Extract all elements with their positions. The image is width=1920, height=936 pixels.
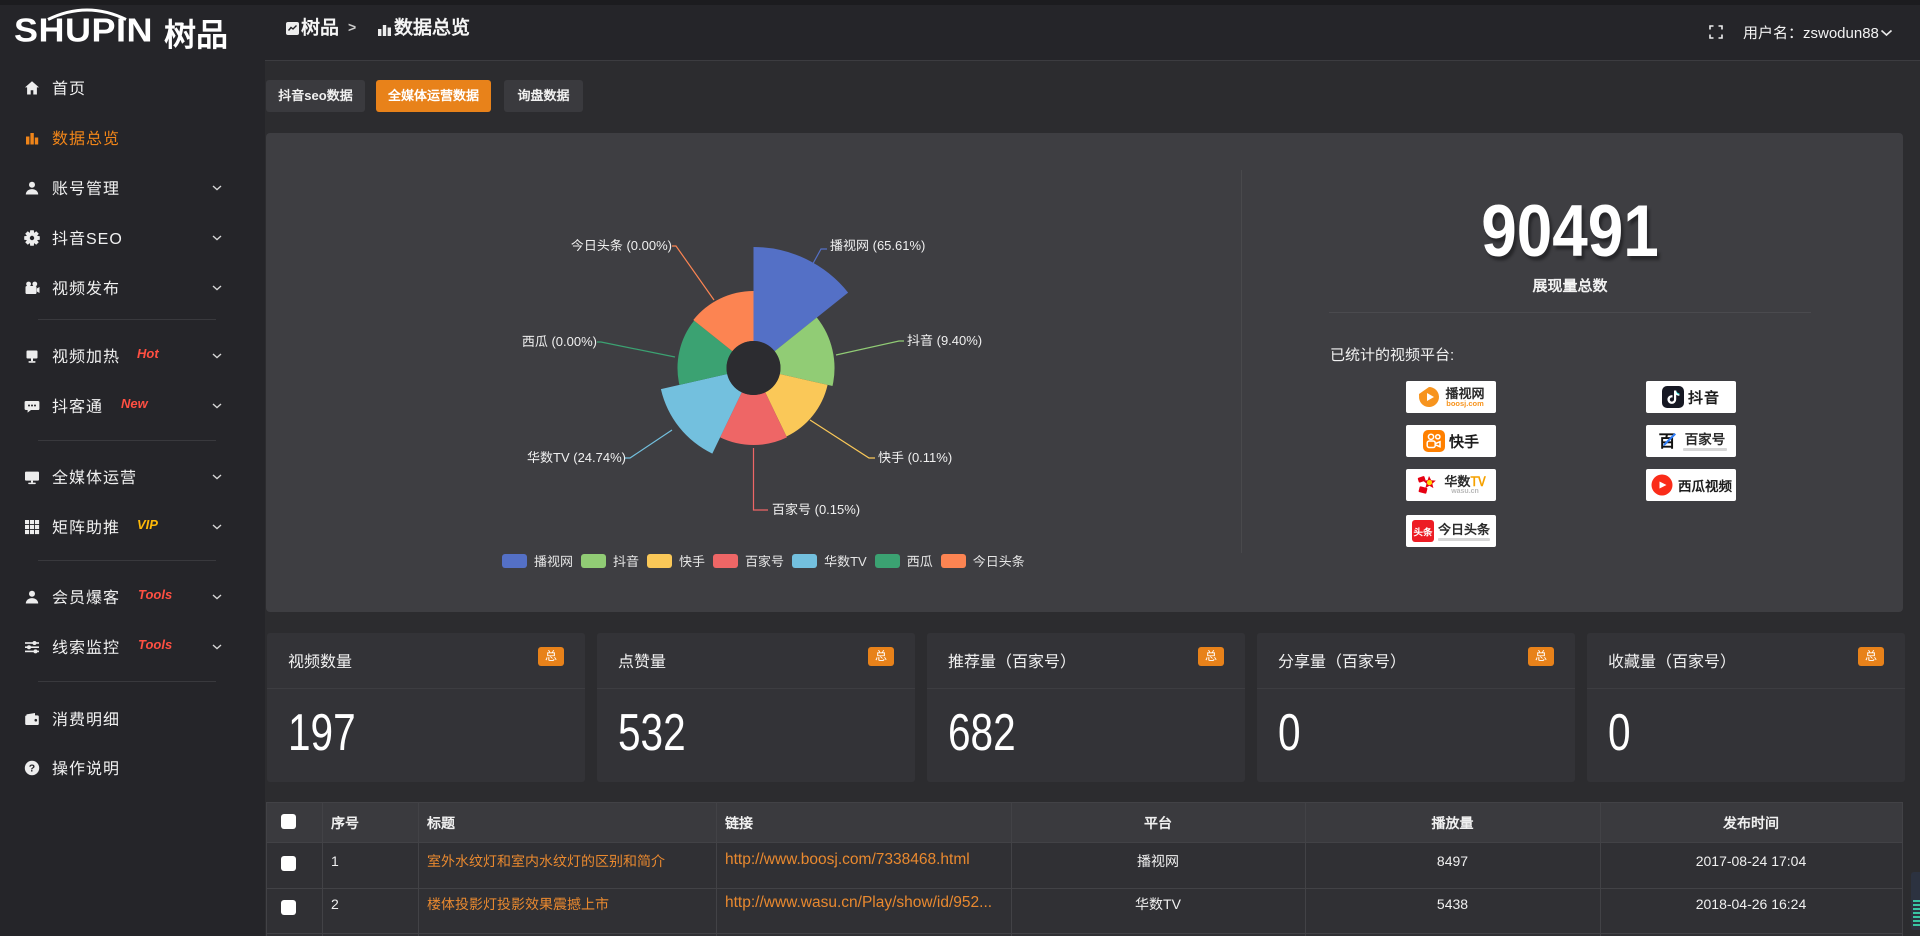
svg-text:头条: 头条	[1413, 525, 1433, 539]
svg-text:?: ?	[29, 762, 35, 774]
